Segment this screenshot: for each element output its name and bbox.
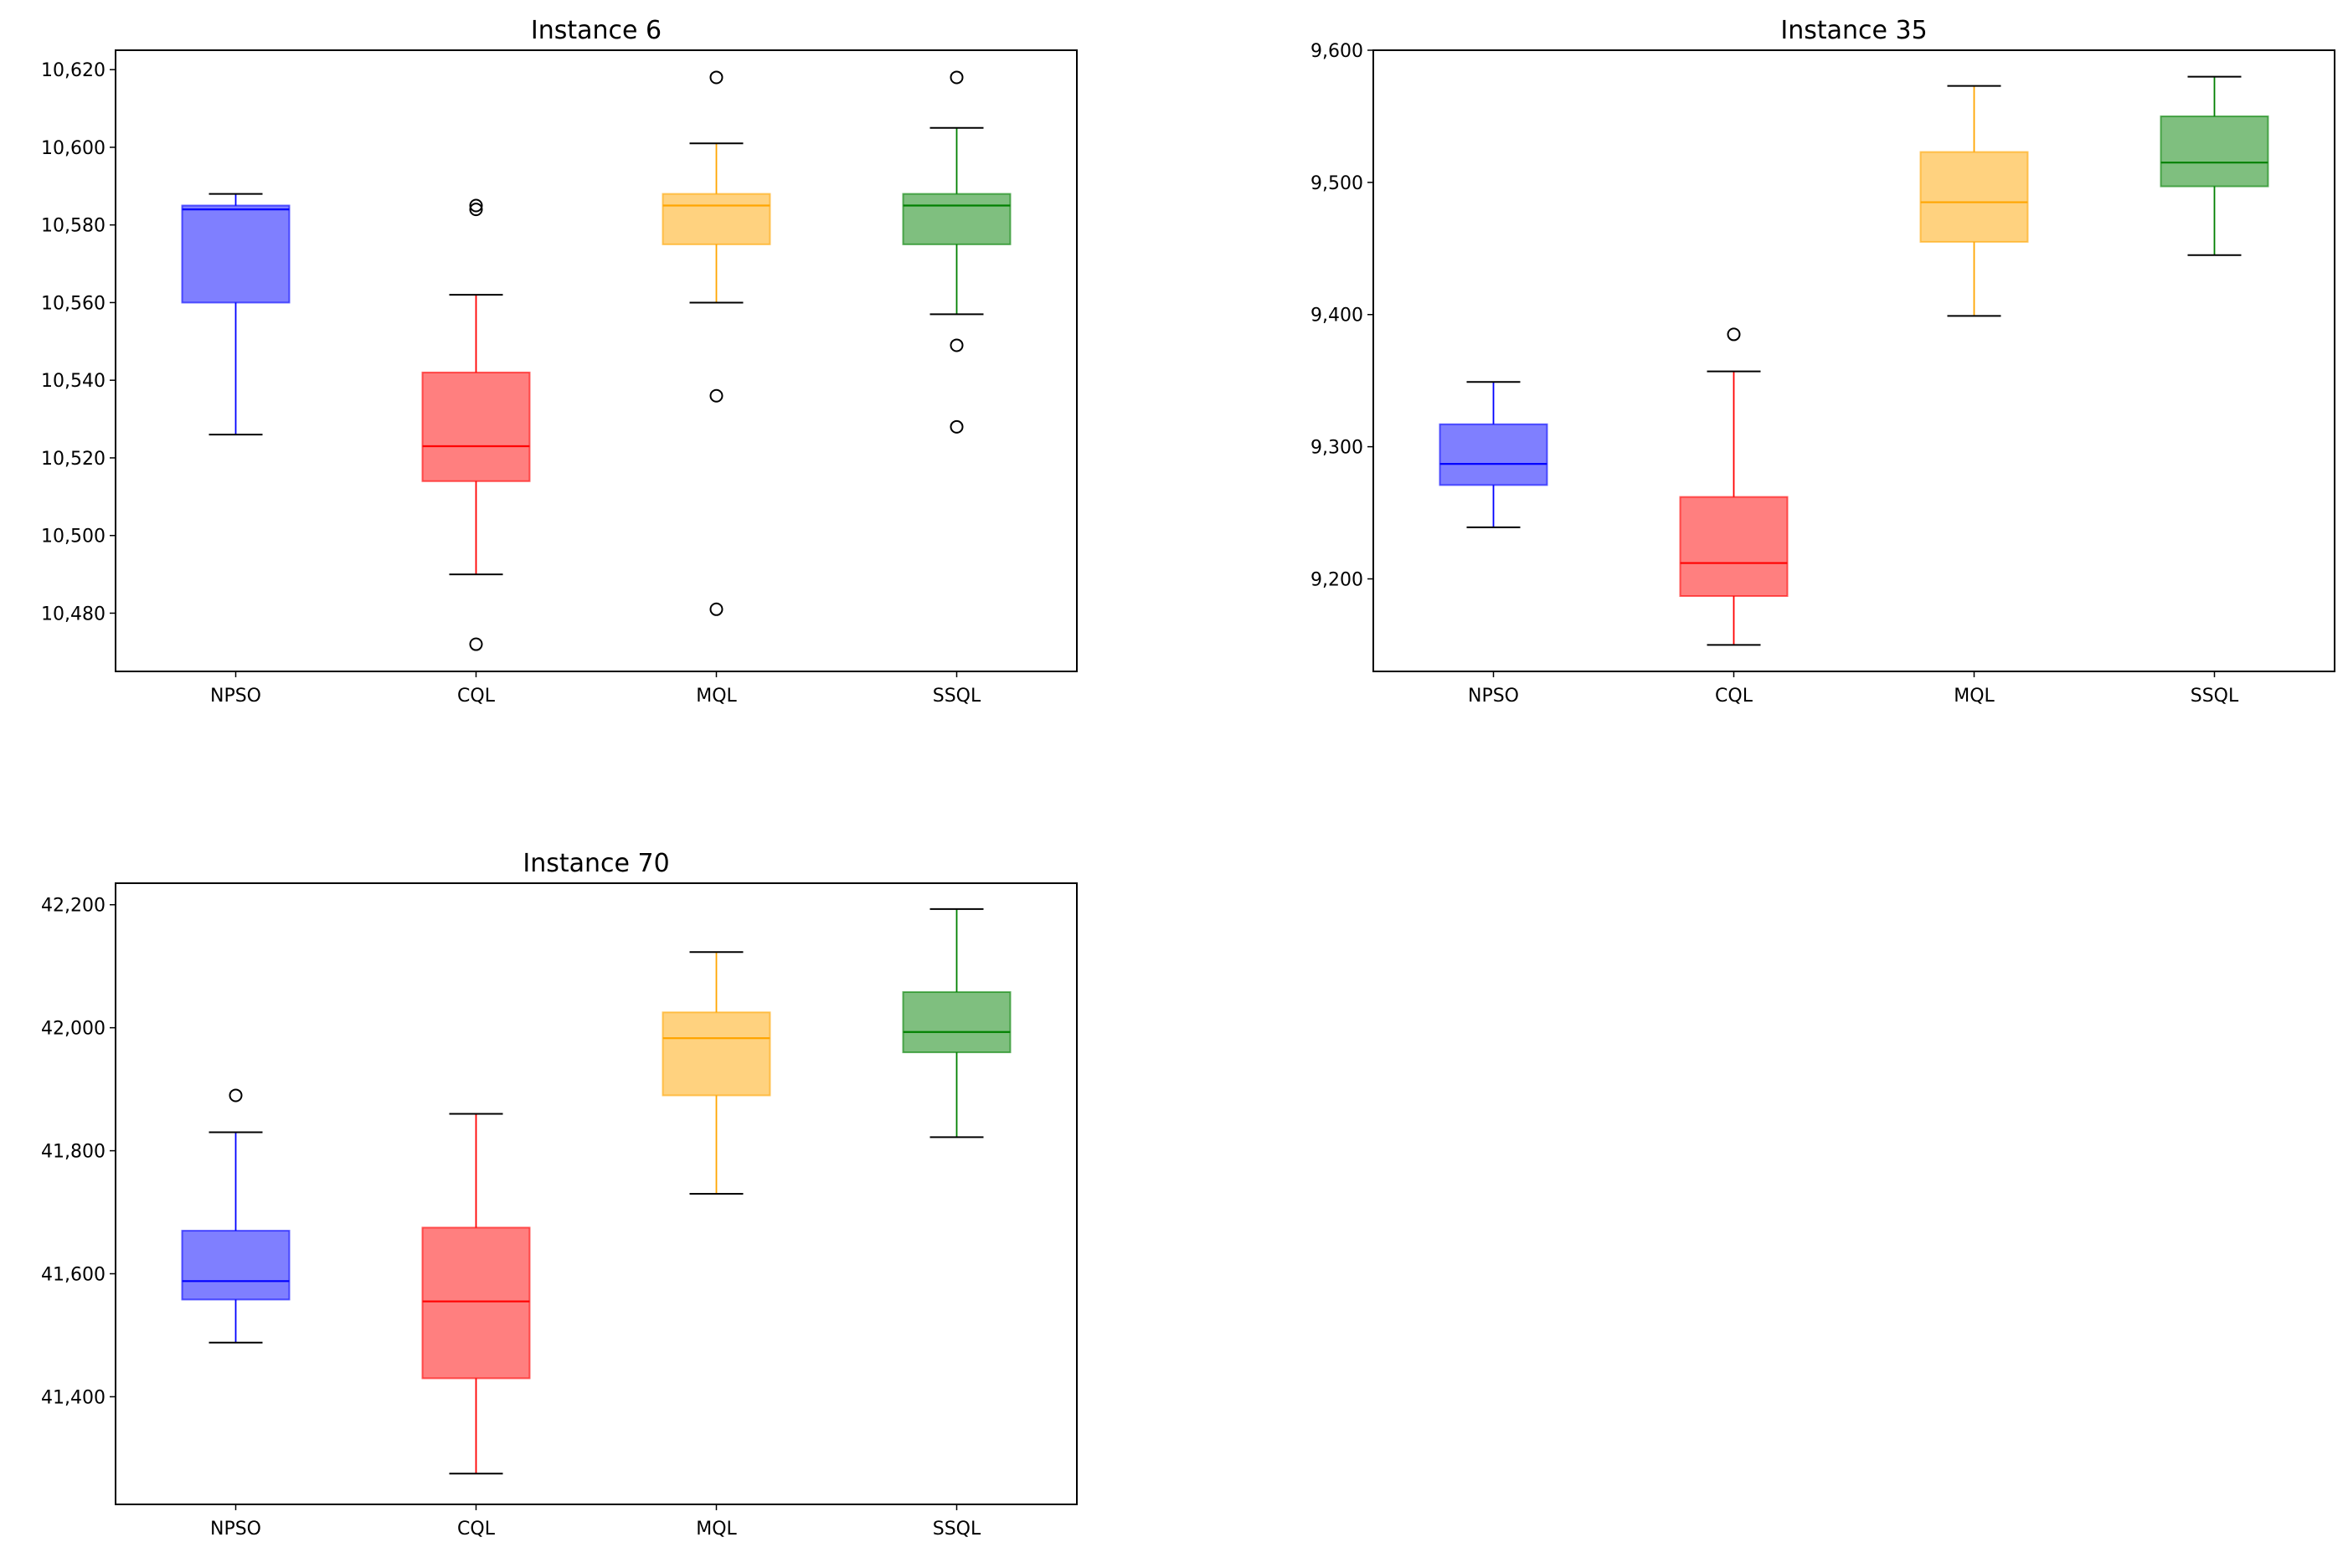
box-iqr bbox=[902, 991, 1012, 1054]
box-ssql bbox=[902, 907, 1012, 1139]
y-tick-label: 10,560 bbox=[41, 293, 106, 314]
box-cql bbox=[421, 1113, 531, 1475]
chart-title: Instance 6 bbox=[531, 16, 662, 45]
box-iqr bbox=[181, 1230, 291, 1301]
x-tick-label: NPSO bbox=[1468, 686, 1519, 707]
y-tick-label: 42,000 bbox=[41, 1019, 106, 1040]
y-tick-label: 10,540 bbox=[41, 371, 106, 392]
outlier-point bbox=[469, 198, 483, 213]
outlier-point bbox=[229, 1088, 243, 1103]
outlier-point bbox=[709, 602, 723, 616]
box-iqr bbox=[1919, 151, 2029, 243]
x-tick-label: MQL bbox=[1954, 686, 1995, 707]
outlier-point bbox=[1727, 327, 1741, 342]
box-mql bbox=[1919, 85, 2029, 317]
outlier-point bbox=[709, 70, 723, 85]
box-iqr bbox=[902, 193, 1012, 245]
y-tick-label: 41,800 bbox=[41, 1142, 106, 1163]
x-tick-label: MQL bbox=[696, 686, 737, 707]
box-ssql bbox=[902, 70, 1012, 434]
chart-title: Instance 70 bbox=[523, 849, 669, 878]
outlier-point bbox=[709, 388, 723, 403]
x-tick-label: CQL bbox=[1715, 686, 1753, 707]
box-npso bbox=[181, 1088, 291, 1344]
box-iqr bbox=[1439, 423, 1548, 486]
plot-frame bbox=[1372, 49, 2335, 672]
x-tick-label: NPSO bbox=[210, 1519, 261, 1540]
x-tick-label: CQL bbox=[457, 686, 496, 707]
outlier-point bbox=[950, 70, 964, 85]
outlier-point bbox=[469, 637, 483, 651]
outlier-point bbox=[950, 338, 964, 352]
y-tick-label: 9,500 bbox=[1310, 173, 1363, 194]
outlier-point bbox=[469, 203, 483, 217]
chart-panel-1: Instance 6 10,480 10,500 10,520 10,540 10,560… bbox=[41, 16, 1078, 707]
y-tick-label: 41,400 bbox=[41, 1387, 106, 1408]
x-tick-label: NPSO bbox=[210, 686, 261, 707]
box-iqr bbox=[662, 193, 771, 245]
chart-panel-2: Instance 35 9,200 9,300 9,400 9,500 9,600 NPSO… bbox=[1310, 16, 2335, 707]
box-iqr bbox=[421, 1226, 531, 1380]
box-mql bbox=[662, 70, 771, 616]
plot-frame bbox=[115, 882, 1078, 1505]
chart-title: Instance 35 bbox=[1780, 16, 1927, 45]
chart-panel-3: Instance 70 41,400 41,600 41,800 42,000 42,20… bbox=[41, 849, 1078, 1540]
y-tick-label: 10,500 bbox=[41, 527, 106, 548]
box-cql bbox=[421, 198, 531, 651]
x-tick-label: SSQL bbox=[933, 686, 981, 707]
box-ssql bbox=[2160, 75, 2269, 256]
y-tick-label: 42,200 bbox=[41, 896, 106, 917]
y-tick-label: 10,580 bbox=[41, 216, 106, 237]
y-tick-label: 10,480 bbox=[41, 604, 106, 625]
y-tick-label: 10,620 bbox=[41, 60, 106, 81]
box-iqr bbox=[2160, 115, 2269, 188]
x-tick-label: SSQL bbox=[933, 1519, 981, 1540]
y-tick-label: 9,400 bbox=[1310, 306, 1363, 326]
y-tick-label: 10,600 bbox=[41, 138, 106, 159]
y-tick-label: 10,520 bbox=[41, 449, 106, 470]
y-tick-label: 41,600 bbox=[41, 1265, 106, 1286]
box-iqr bbox=[1679, 496, 1789, 598]
box-cql bbox=[1679, 327, 1789, 646]
box-mql bbox=[662, 951, 771, 1195]
x-tick-label: CQL bbox=[457, 1519, 496, 1540]
box-iqr bbox=[181, 204, 291, 304]
x-tick-label: MQL bbox=[696, 1519, 737, 1540]
box-npso bbox=[1439, 381, 1548, 528]
box-iqr bbox=[421, 371, 531, 482]
x-tick-label: SSQL bbox=[2191, 686, 2239, 707]
y-tick-label: 9,600 bbox=[1310, 41, 1363, 62]
outlier-point bbox=[950, 419, 964, 434]
y-tick-label: 9,200 bbox=[1310, 569, 1363, 590]
box-npso bbox=[181, 193, 291, 436]
box-iqr bbox=[662, 1011, 771, 1097]
plot-frame bbox=[115, 49, 1078, 672]
y-tick-label: 9,300 bbox=[1310, 438, 1363, 459]
